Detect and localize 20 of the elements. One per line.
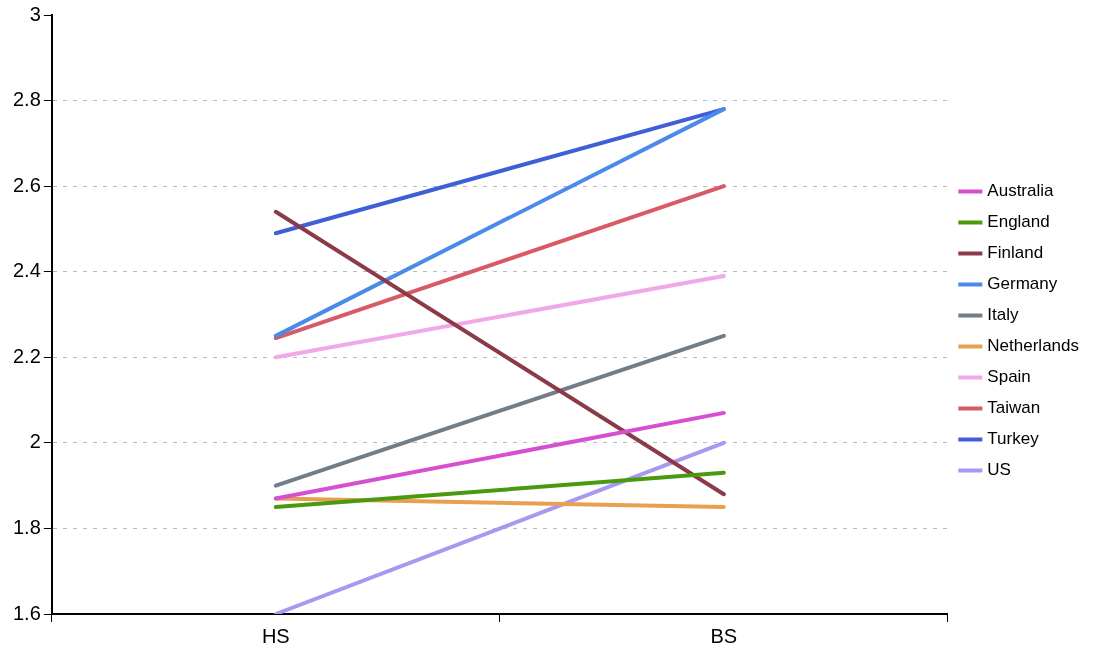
y-tick-label: 2.8 (12, 88, 41, 111)
x-tick-label: HS (261, 624, 290, 647)
y-tick-label: 2.4 (12, 259, 41, 282)
legend-label: Netherlands (987, 336, 1080, 356)
y-tick-label: 1.8 (12, 515, 41, 538)
y-tick-label: 1.6 (12, 601, 41, 624)
legend-label: Taiwan (987, 398, 1041, 418)
legend-label: Italy (987, 305, 1020, 325)
legend-label: Turkey (987, 429, 1040, 449)
legend-label: US (987, 460, 1011, 480)
y-tick-label: 2.2 (12, 344, 41, 367)
legend-label: Finland (987, 243, 1044, 263)
legend-label: Spain (987, 367, 1031, 387)
y-tick-label: 2.6 (12, 173, 41, 196)
x-tick-label: BS (710, 624, 738, 647)
legend-label: Germany (987, 274, 1058, 294)
y-tick-label: 2 (29, 430, 41, 453)
y-tick-label: 3 (29, 2, 41, 25)
legend-label: England (987, 212, 1050, 232)
legend-label: Australia (987, 181, 1055, 201)
